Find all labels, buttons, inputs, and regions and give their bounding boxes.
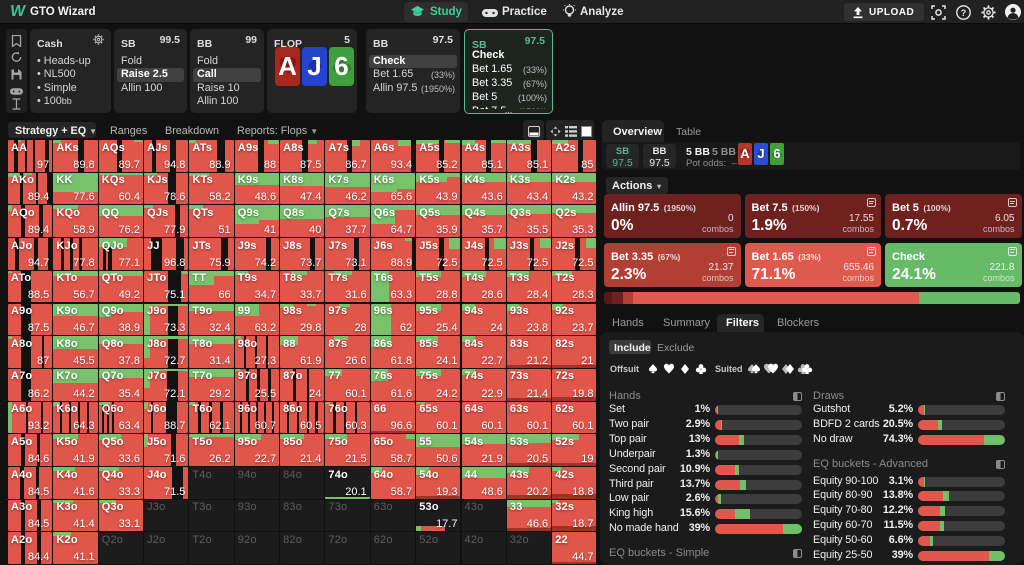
svg-text:?: ?	[961, 8, 967, 18]
